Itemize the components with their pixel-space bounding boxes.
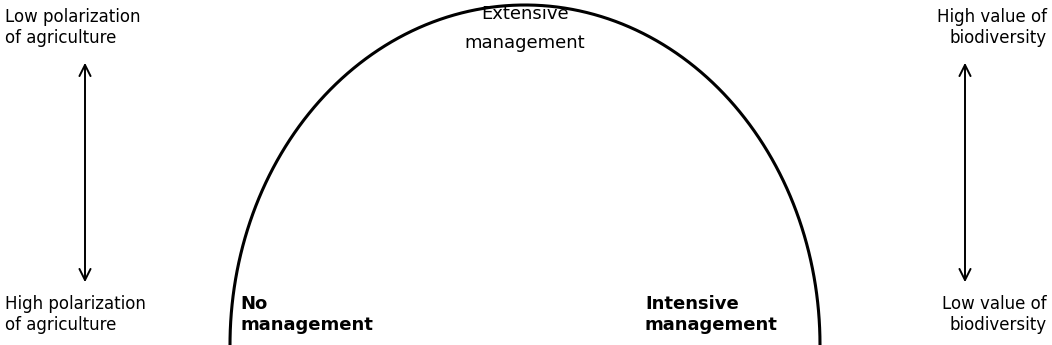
Text: Intensive
management: Intensive management <box>645 295 777 334</box>
Text: Extensive
management: Extensive management <box>465 5 585 52</box>
Text: High polarization
of agriculture: High polarization of agriculture <box>5 295 146 334</box>
Text: Low value of
biodiversity: Low value of biodiversity <box>943 295 1047 334</box>
Text: High value of
biodiversity: High value of biodiversity <box>937 8 1047 47</box>
Text: Low polarization
of agriculture: Low polarization of agriculture <box>5 8 141 47</box>
Text: No
management: No management <box>240 295 372 334</box>
